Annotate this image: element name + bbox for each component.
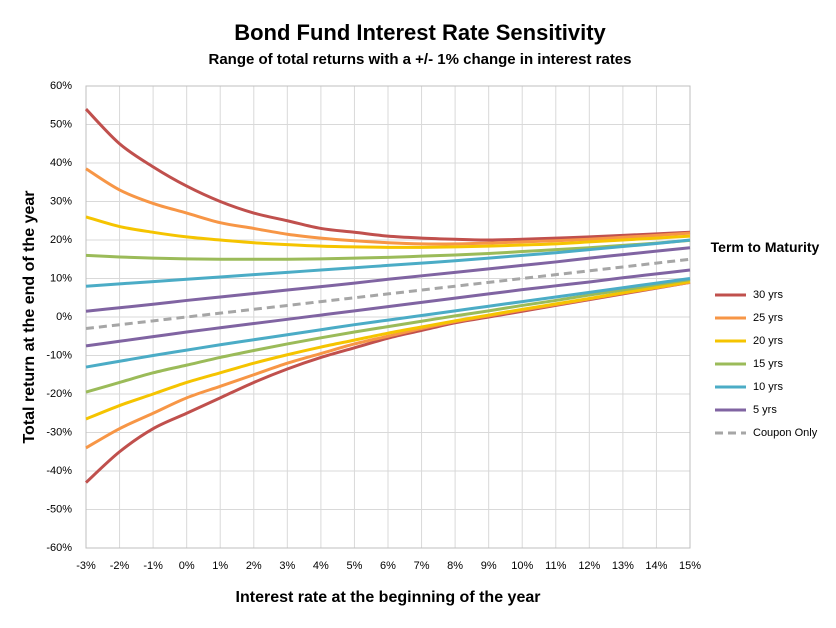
x-tick-label: 4% (313, 560, 329, 572)
line (85, 277, 691, 369)
y-tick-label: -50% (46, 503, 72, 515)
line (85, 280, 691, 421)
x-tick-label: 8% (447, 560, 463, 572)
x-tick-label: 3% (279, 560, 295, 572)
legend-label: 20 yrs (753, 335, 783, 347)
line (85, 238, 691, 288)
legend-label: Coupon Only (753, 427, 818, 439)
y-tick-label: 60% (50, 80, 72, 92)
line (85, 268, 691, 348)
x-tick-label: 13% (612, 560, 634, 572)
x-tick-label: 15% (679, 560, 701, 572)
x-tick-label: 5% (346, 560, 362, 572)
x-tick-label: 1% (212, 560, 228, 572)
x-axis-label: Interest rate at the beginning of the ye… (236, 589, 541, 606)
x-tick-label: 11% (545, 560, 566, 572)
line (84, 108, 691, 242)
y-tick-label: 10% (50, 272, 72, 284)
y-tick-label: 0% (56, 311, 72, 323)
y-tick-label: -40% (46, 465, 72, 477)
y-tick-label: -20% (46, 388, 72, 400)
x-tick-label: -2% (110, 560, 130, 572)
x-tick-label: -3% (76, 560, 96, 572)
x-tick-label: 6% (380, 560, 396, 572)
legend-label: 5 yrs (753, 404, 777, 416)
line (85, 215, 691, 249)
legend-label: 15 yrs (753, 358, 783, 370)
line (85, 238, 691, 261)
line (85, 257, 691, 331)
x-tick-label: 14% (645, 560, 667, 572)
x-tick-label: 12% (578, 560, 600, 572)
line (85, 278, 691, 394)
y-tick-label: 50% (50, 118, 72, 130)
legend-label: 30 yrs (753, 289, 783, 301)
legend-label: 25 yrs (753, 312, 783, 324)
line (85, 246, 691, 313)
plot-border (85, 85, 691, 549)
chart-subtitle: Range of total returns with a +/- 1% cha… (208, 51, 631, 68)
y-tick-label: -30% (46, 426, 72, 438)
chart-title: Bond Fund Interest Rate Sensitivity (234, 20, 606, 45)
y-tick-label: 40% (50, 157, 72, 169)
x-tick-label: -1% (143, 560, 163, 572)
y-tick-label: -60% (46, 542, 72, 554)
y-tick-label: 20% (50, 234, 72, 246)
x-tick-label: 10% (511, 560, 533, 572)
legend-label: 10 yrs (753, 381, 783, 393)
x-tick-label: 0% (179, 560, 195, 572)
y-tick-label: 30% (50, 195, 72, 207)
x-tick-label: 9% (481, 560, 497, 572)
x-tick-label: 7% (414, 560, 430, 572)
y-axis-label: Total return at the end of the year (21, 190, 38, 443)
y-tick-label: -10% (46, 349, 72, 361)
legend-title: Term to Maturity (710, 239, 820, 255)
line (85, 167, 691, 246)
x-tick-label: 2% (246, 560, 262, 572)
